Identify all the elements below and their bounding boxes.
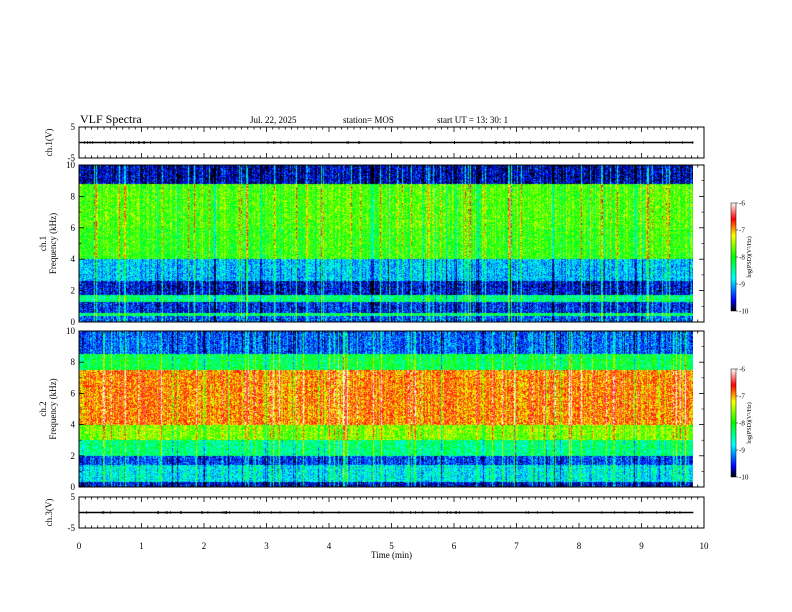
ytick-label-panel2-3: 6 [71,388,76,398]
ch1-spectrogram-image [79,165,693,322]
ch2-spectrogram-panel: ch.2Frequency (kHz) -6 -7 -8 -9 -10 log(PSD)(… [38,326,753,492]
time-tick-label-0: 0 [77,541,82,551]
time-tick-label-7: 7 [514,541,519,551]
colorbar-tick-2-0: -6 [739,366,745,374]
ytick-label-panel2-0: 0 [71,482,76,492]
time-tick-label-3: 3 [264,541,269,551]
time-tick-label-9: 9 [639,541,644,551]
ch3-waveform-ylabel: ch.3(V) [44,499,54,527]
ytick-label-panel3-0: 5 [71,492,76,502]
ytick-label-panel0-0: 5 [71,122,76,132]
ytick-label-panel1-4: 8 [71,191,76,201]
time-tick-label-4: 4 [327,541,332,551]
time-tick-label-1: 1 [139,541,144,551]
chart-title: VLF Spectra [80,112,142,126]
time-tick-label-10: 10 [700,541,710,551]
date-label: Jul. 22, 2025 [250,115,297,125]
colorbar-tick-1-0: -6 [739,200,745,208]
colorbar-tick-2-3: -9 [739,447,745,455]
colorbar-tick-1-4: -10 [739,308,749,316]
ch1-waveform-panel: ch.1(V) 5 -5 [44,122,705,163]
ytick-label-panel2-1: 2 [71,451,76,461]
colorbar-tick-2-2: -8 [739,420,745,428]
time-tick-label-2: 2 [202,541,207,551]
colorbar-tick-2-1: -7 [739,393,745,401]
ytick-label-panel1-1: 2 [71,286,76,296]
ytick-label-panel3-1: -5 [68,523,76,533]
ytick-label-panel2-4: 8 [71,357,76,367]
ytick-label-panel0-1: -5 [68,153,76,163]
time-tick-label-6: 6 [452,541,457,551]
colorbar-gradient-1 [730,202,737,312]
ytick-label-panel1-3: 6 [71,223,76,233]
ch2-colorbar: -6 -7 -8 -9 -10 log(PSD)(V²/Hz) [730,366,753,482]
ytick-label-panel1-0: 0 [71,317,76,327]
ch3-waveform-panel: ch.3(V) 5 -5 [44,492,705,533]
colorbar-label-1: log(PSD)(V²/Hz) [746,236,753,277]
ch2-spectrogram-image [79,331,693,487]
time-axis: Time (min) 0 1 2 3 4 5 6 7 8 9 10 [77,541,709,560]
ch1-spectrogram-panel: ch.1Frequency (kHz) -6 -7 -8 -9 -10 log(PSD)(… [38,160,753,327]
station-label: station= MOS [343,115,394,125]
ytick-label-panel2-5: 10 [66,326,76,336]
colorbar-tick-1-2: -8 [739,254,745,262]
colorbar-tick-1-1: -7 [739,227,745,235]
ch2-spectrogram-ylabel: ch.2Frequency (kHz) [38,378,58,439]
time-tick-label-8: 8 [577,541,582,551]
start-time-label: start UT = 13: 30: 1 [437,115,508,125]
ytick-label-panel2-2: 4 [71,420,76,430]
colorbar-tick-2-4: -10 [739,474,749,482]
ytick-label-panel1-2: 4 [71,254,76,264]
time-tick-label-5: 5 [389,541,394,551]
ch1-spectrogram-ylabel: ch.1Frequency (kHz) [38,213,58,274]
colorbar-tick-1-3: -9 [739,281,745,289]
ch1-colorbar: -6 -7 -8 -9 -10 log(PSD)(V²/Hz) [730,200,753,316]
ch1-waveform-ylabel: ch.1(V) [44,129,54,157]
ytick-label-panel1-5: 10 [66,160,76,170]
time-axis-label: Time (min) [371,550,412,560]
colorbar-label-2: log(PSD)(V²/Hz) [746,402,753,443]
colorbar-gradient-2 [730,368,737,478]
